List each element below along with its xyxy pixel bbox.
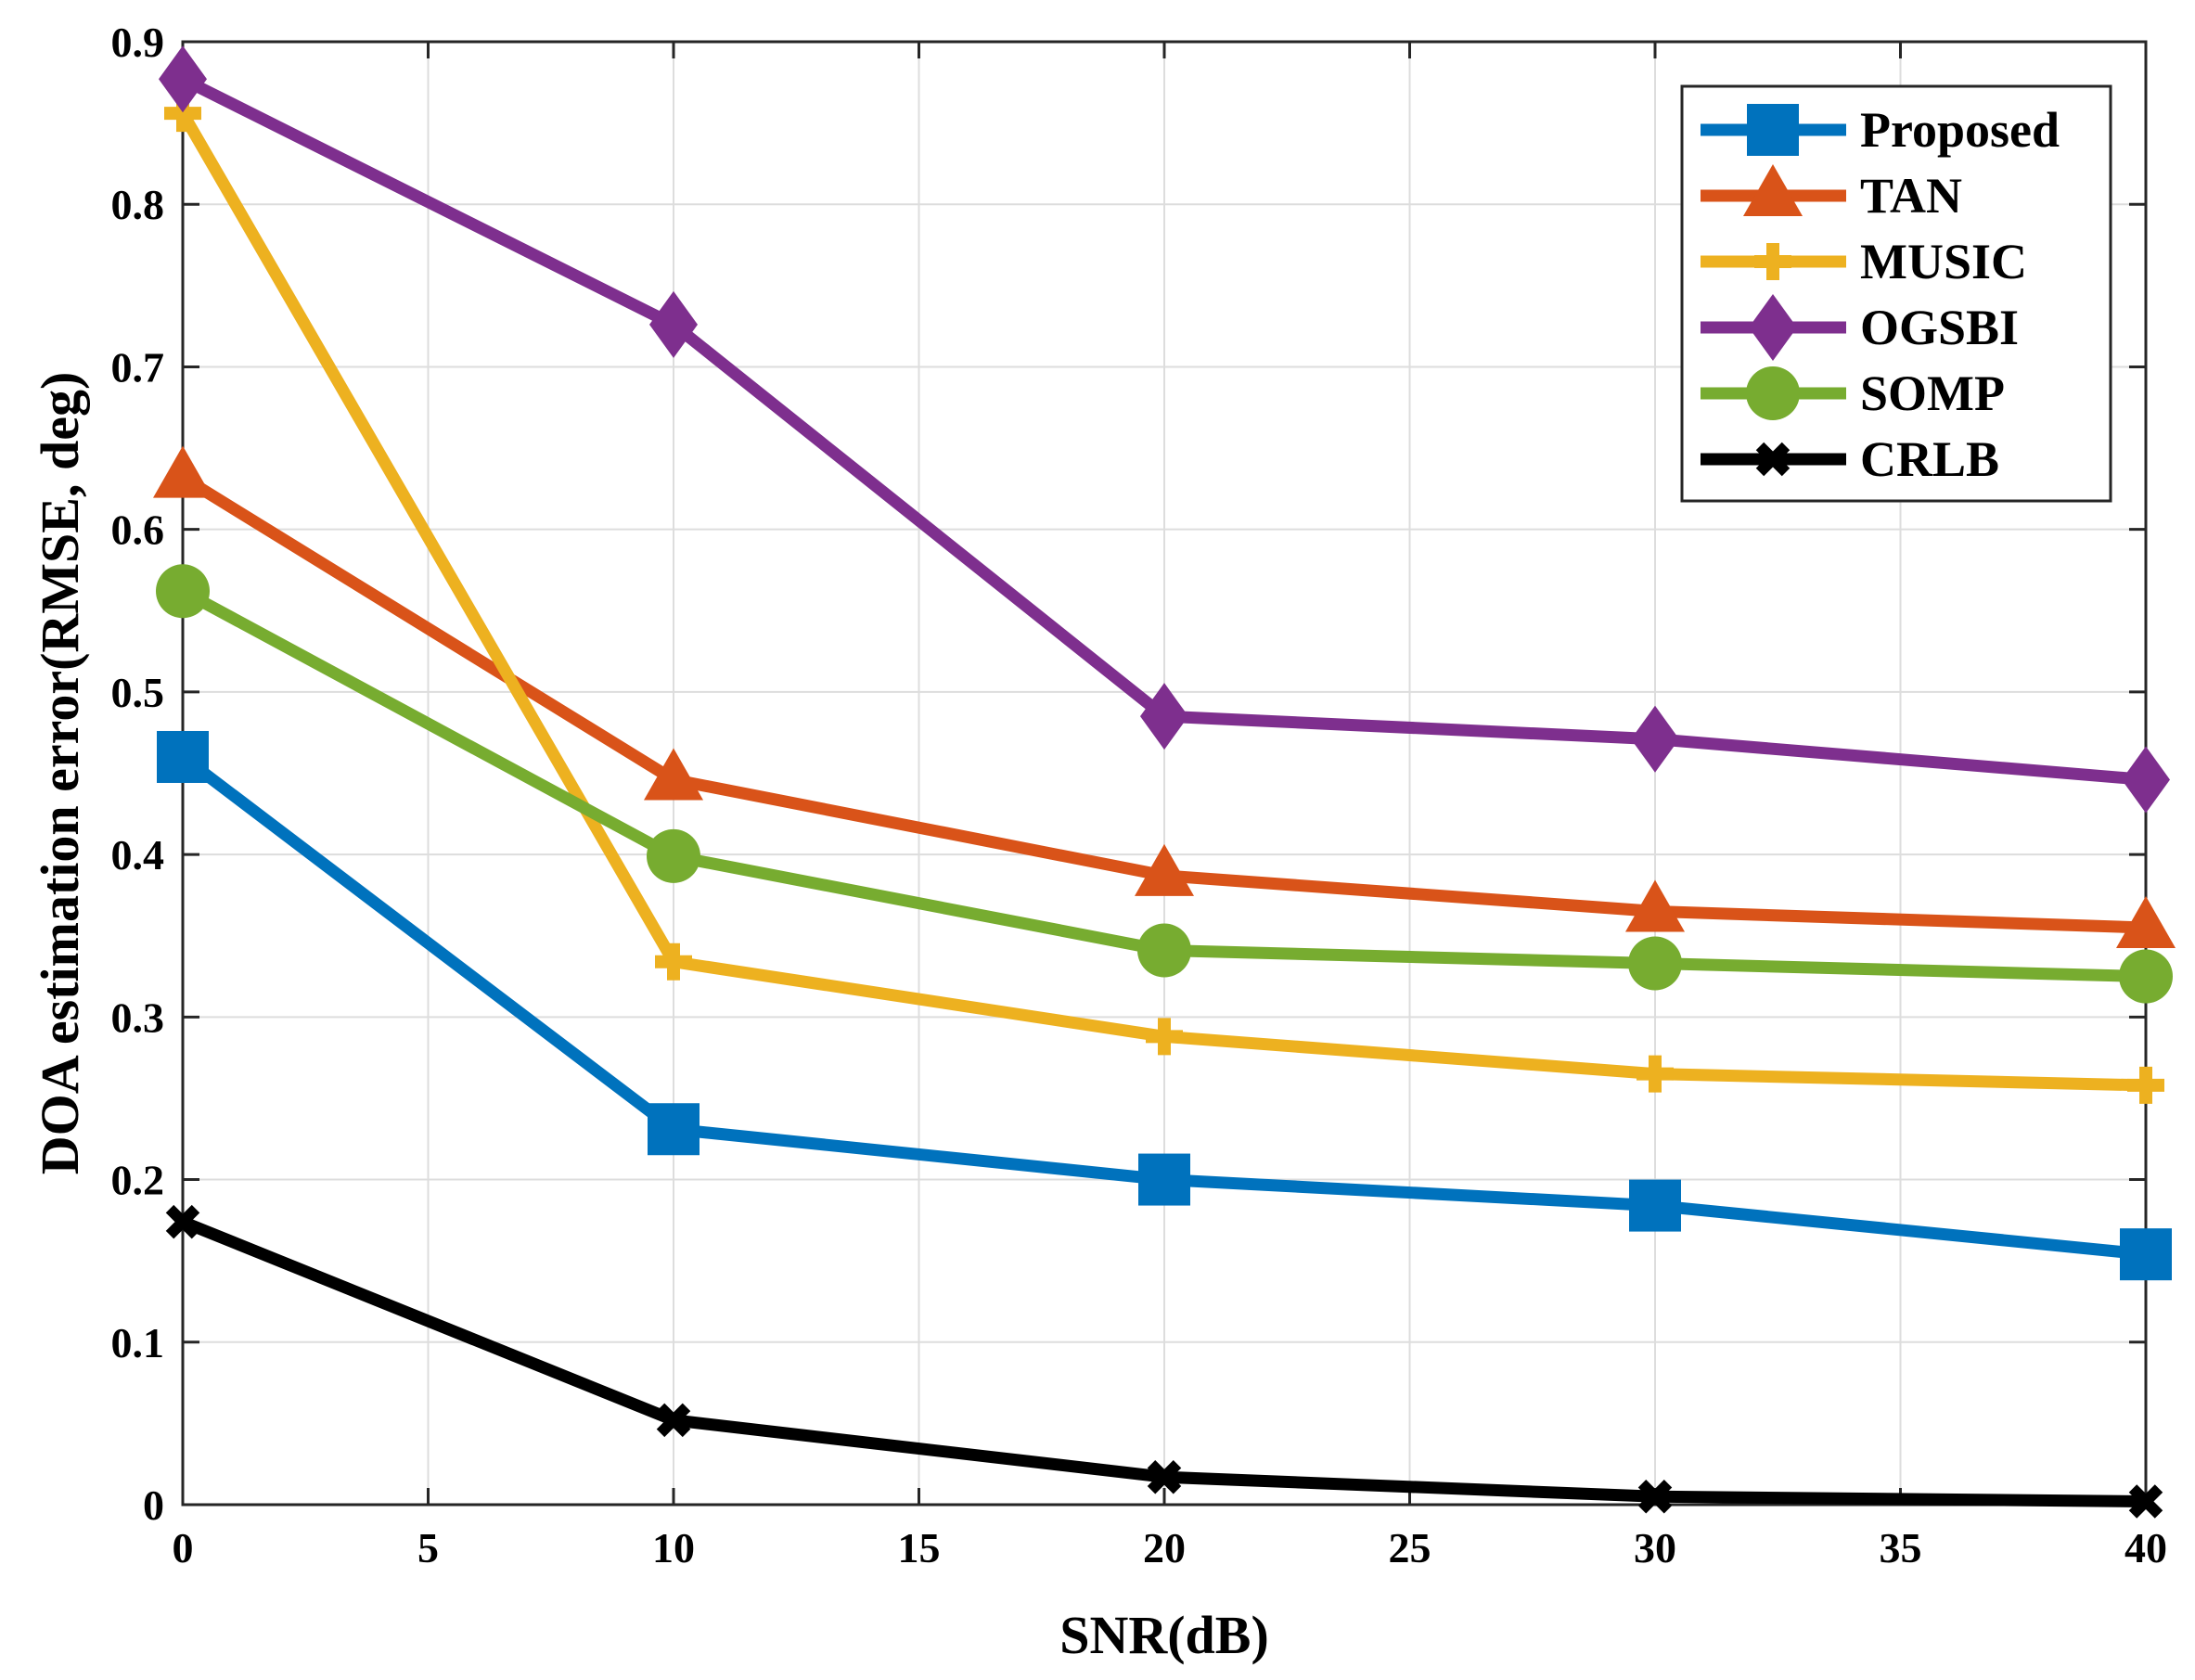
data-point-ogsbi — [2122, 746, 2170, 814]
y-tick-label: 0.2 — [111, 1157, 165, 1204]
legend-swatch-marker — [1754, 243, 1791, 280]
data-point-tan — [1625, 879, 1685, 932]
legend-swatch-marker — [1755, 442, 1791, 477]
legend-swatch-marker — [1746, 366, 1800, 420]
x-tick-label: 10 — [652, 1524, 695, 1571]
x-tick-label: 35 — [1880, 1524, 1922, 1571]
data-point-proposed — [648, 1103, 700, 1156]
data-point-tan — [1135, 843, 1194, 896]
y-tick-label: 0.9 — [111, 19, 165, 66]
data-point-tan — [644, 748, 703, 801]
legend-label-somp: SOMP — [1860, 365, 2005, 421]
data-point-crlb — [1637, 1479, 1673, 1514]
legend-label-proposed: Proposed — [1860, 102, 2060, 158]
legend-item-music: MUSIC — [1701, 234, 2027, 289]
data-point-music — [1637, 1055, 1674, 1093]
x-axis-title: SNR(dB) — [1059, 1605, 1269, 1665]
data-point-somp — [1628, 936, 1682, 991]
data-point-ogsbi — [159, 45, 207, 113]
x-tick-label: 0 — [173, 1524, 194, 1571]
y-tick-label: 0 — [143, 1481, 164, 1529]
axis-ticks: 0 5 10 15 20 25 30 35 40 0 0.1 0.2 0.3 0.4 0.5 0.6 0.7 0.… — [111, 19, 2168, 1571]
data-point-tan — [2116, 895, 2176, 948]
legend-item-ogsbi: OGSBI — [1701, 294, 2019, 361]
data-point-crlb — [165, 1204, 200, 1239]
data-point-ogsbi — [1631, 705, 1679, 773]
data-point-somp — [1137, 923, 1191, 978]
y-tick-label: 0.6 — [111, 507, 165, 554]
x-tick-label: 30 — [1634, 1524, 1676, 1571]
legend-item-tan: TAN — [1701, 164, 1962, 224]
legend-label-music: MUSIC — [1860, 234, 2027, 289]
data-point-somp — [647, 828, 700, 883]
series-music — [164, 95, 2164, 1104]
legend-label-tan: TAN — [1860, 168, 1962, 224]
data-point-crlb — [2128, 1484, 2163, 1519]
data-point-proposed — [1138, 1153, 1190, 1206]
legend-swatch-marker — [1749, 294, 1797, 361]
y-tick-label: 0.1 — [111, 1319, 165, 1366]
legend-label-ogsbi: OGSBI — [1860, 300, 2019, 355]
data-point-crlb — [656, 1403, 691, 1438]
y-tick-label: 0.7 — [111, 343, 165, 391]
series-somp — [156, 564, 2173, 1004]
x-tick-label: 40 — [2124, 1524, 2167, 1571]
data-point-crlb — [1147, 1459, 1182, 1494]
data-point-music — [1146, 1018, 1183, 1056]
data-point-ogsbi — [1140, 683, 1188, 750]
y-tick-label: 0.4 — [111, 831, 165, 878]
data-point-proposed — [1629, 1179, 1681, 1232]
y-axis-title: DOA estimation error(RMSE, deg) — [30, 372, 90, 1175]
legend-item-crlb: CRLB — [1701, 431, 1999, 487]
y-tick-label: 0.5 — [111, 669, 165, 716]
data-point-somp — [156, 564, 210, 619]
series-proposed — [157, 730, 2172, 1281]
series-ogsbi — [159, 45, 2170, 814]
x-tick-label: 20 — [1143, 1524, 1186, 1571]
legend-swatch-marker — [1743, 164, 1803, 216]
y-tick-label: 0.8 — [111, 181, 165, 228]
x-tick-label: 25 — [1389, 1524, 1431, 1571]
x-tick-label: 15 — [898, 1524, 941, 1571]
data-point-ogsbi — [649, 290, 698, 358]
data-point-somp — [2119, 949, 2173, 1004]
data-point-proposed — [2120, 1228, 2172, 1281]
legend-item-proposed: Proposed — [1701, 102, 2060, 158]
data-series — [153, 45, 2176, 1519]
legend-label-crlb: CRLB — [1860, 431, 1999, 487]
data-point-tan — [153, 445, 212, 498]
series-crlb — [165, 1204, 2163, 1519]
data-point-music — [655, 943, 692, 981]
legend: Proposed TAN MUSIC OGSBI SOMP CRLB — [1680, 84, 2112, 503]
legend-swatch-marker — [1747, 104, 1799, 156]
legend-item-somp: SOMP — [1701, 365, 2005, 421]
data-point-proposed — [157, 730, 209, 783]
y-tick-label: 0.3 — [111, 994, 165, 1041]
x-tick-label: 5 — [417, 1524, 439, 1571]
data-point-music — [2127, 1066, 2164, 1104]
